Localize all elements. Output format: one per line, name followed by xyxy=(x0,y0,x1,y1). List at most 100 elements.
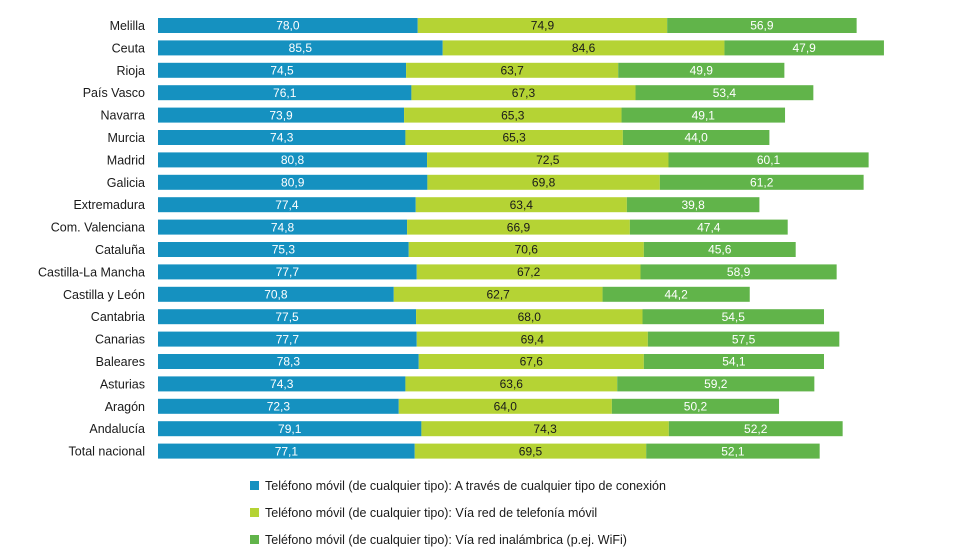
bar-segment-series-1 xyxy=(158,107,405,123)
data-label-series-3: 60,1 xyxy=(757,153,781,167)
data-label-series-1: 85,5 xyxy=(289,41,313,55)
bar-segment-series-3 xyxy=(646,443,820,459)
bar-segment-series-3 xyxy=(629,219,788,235)
legend-swatch-series-2 xyxy=(250,508,259,517)
category-label: País Vasco xyxy=(83,86,145,100)
data-label-series-1: 77,7 xyxy=(276,265,300,279)
category-label: Aragón xyxy=(105,400,145,414)
data-label-series-1: 74,3 xyxy=(270,131,294,145)
bar-segment-series-3 xyxy=(621,107,786,123)
bar-segment-series-3 xyxy=(643,242,796,257)
data-label-series-3: 47,9 xyxy=(793,41,817,55)
bar-segment-series-1 xyxy=(158,331,417,347)
bar-segment-series-3 xyxy=(668,152,869,168)
data-label-series-3: 53,4 xyxy=(713,86,737,100)
bar-segment-series-2 xyxy=(393,286,603,302)
data-label-series-3: 54,1 xyxy=(722,355,746,369)
bar-segment-series-3 xyxy=(618,62,785,78)
chart-legend: Teléfono móvil (de cualquier tipo): A tr… xyxy=(250,472,666,553)
bar-segment-series-3 xyxy=(642,309,824,325)
category-label: Extremadura xyxy=(73,198,145,212)
bar-segment-series-3 xyxy=(622,130,770,145)
data-label-series-2: 74,3 xyxy=(533,422,557,436)
bar-segment-series-3 xyxy=(640,264,837,280)
data-label-series-1: 79,1 xyxy=(278,422,302,436)
data-label-series-3: 59,2 xyxy=(704,377,728,391)
data-label-series-3: 58,9 xyxy=(727,265,751,279)
category-label: Galicia xyxy=(107,176,145,190)
bar-segment-series-3 xyxy=(668,421,843,437)
bar-segment-series-1 xyxy=(158,197,416,213)
bar-segment-series-2 xyxy=(405,376,618,392)
category-label: Baleares xyxy=(96,355,145,369)
category-label: Murcia xyxy=(107,131,145,145)
category-label: Asturias xyxy=(100,377,145,391)
legend-swatch-series-3 xyxy=(250,535,259,544)
legend-item-series-3: Teléfono móvil (de cualquier tipo): Vía … xyxy=(250,526,666,553)
bar-segment-series-2 xyxy=(416,264,641,280)
bar-segment-series-1 xyxy=(158,376,406,392)
data-label-series-3: 54,5 xyxy=(722,310,746,324)
bar-segment-series-2 xyxy=(427,174,660,190)
data-label-series-2: 67,2 xyxy=(517,265,541,279)
data-label-series-2: 69,8 xyxy=(532,176,556,190)
data-label-series-2: 63,6 xyxy=(500,377,524,391)
bar-segment-series-1 xyxy=(158,398,399,414)
bar-segment-series-3 xyxy=(626,197,760,213)
data-label-series-2: 84,6 xyxy=(572,41,596,55)
bar-segment-series-3 xyxy=(611,398,780,414)
bar-segment-series-2 xyxy=(415,197,627,213)
bar-segment-series-1 xyxy=(158,443,415,459)
data-label-series-3: 47,4 xyxy=(697,220,721,234)
bar-segment-series-1 xyxy=(158,286,394,302)
data-label-series-3: 45,6 xyxy=(708,243,732,257)
category-label: Madrid xyxy=(107,153,145,167)
bar-segment-series-2 xyxy=(408,242,644,257)
legend-item-series-2: Teléfono móvil (de cualquier tipo): Vía … xyxy=(250,499,666,526)
category-label: Melilla xyxy=(110,19,145,33)
bar-segment-series-1 xyxy=(158,421,422,437)
bar-segment-series-2 xyxy=(405,130,623,145)
category-label: Cataluña xyxy=(95,243,145,257)
bar-segment-series-1 xyxy=(158,62,407,78)
legend-label-series-3: Teléfono móvil (de cualquier tipo): Vía … xyxy=(265,532,627,547)
data-label-series-3: 61,2 xyxy=(750,176,774,190)
data-label-series-2: 67,3 xyxy=(512,86,536,100)
bar-segment-series-2 xyxy=(398,398,612,414)
bar-segment-series-2 xyxy=(417,18,668,33)
category-label: Andalucía xyxy=(89,422,145,436)
bar-segment-series-3 xyxy=(635,85,814,101)
bar-segment-series-3 xyxy=(724,40,884,56)
bar-segment-series-1 xyxy=(158,264,417,280)
data-label-series-1: 77,1 xyxy=(275,444,299,458)
data-label-series-2: 62,7 xyxy=(486,288,510,302)
data-label-series-2: 70,6 xyxy=(515,243,539,257)
bar-segment-series-2 xyxy=(418,354,644,369)
data-label-series-1: 73,9 xyxy=(269,108,293,122)
data-label-series-1: 74,8 xyxy=(271,220,295,234)
bar-segment-series-2 xyxy=(416,309,643,325)
data-label-series-2: 67,6 xyxy=(520,355,544,369)
data-label-series-1: 77,7 xyxy=(276,332,300,346)
data-label-series-2: 63,7 xyxy=(500,64,524,78)
legend-label-series-1: Teléfono móvil (de cualquier tipo): A tr… xyxy=(265,478,666,493)
stacked-bar-chart: Melilla 78,0 74,9 56,9 Ceuta 85,5 84,6 47,9 Rioj… xyxy=(38,18,884,459)
bar-segment-series-3 xyxy=(617,376,815,392)
category-label: Navarra xyxy=(101,109,146,123)
bar-segment-series-1 xyxy=(158,130,406,145)
category-label: Ceuta xyxy=(112,41,145,55)
data-label-series-2: 66,9 xyxy=(507,220,531,234)
legend-label-series-2: Teléfono móvil (de cualquier tipo): Vía … xyxy=(265,505,598,520)
bar-segment-series-3 xyxy=(647,331,840,347)
data-label-series-3: 57,5 xyxy=(732,332,756,346)
data-label-series-2: 69,5 xyxy=(519,444,543,458)
bar-segment-series-2 xyxy=(416,331,648,347)
data-label-series-2: 74,9 xyxy=(531,19,555,33)
bar-segment-series-1 xyxy=(158,174,428,190)
data-label-series-3: 49,1 xyxy=(692,108,716,122)
data-label-series-3: 52,2 xyxy=(744,422,768,436)
data-label-series-1: 76,1 xyxy=(273,86,297,100)
data-label-series-3: 56,9 xyxy=(750,19,774,33)
bar-segment-series-1 xyxy=(158,85,412,101)
bar-segment-series-2 xyxy=(421,421,669,437)
